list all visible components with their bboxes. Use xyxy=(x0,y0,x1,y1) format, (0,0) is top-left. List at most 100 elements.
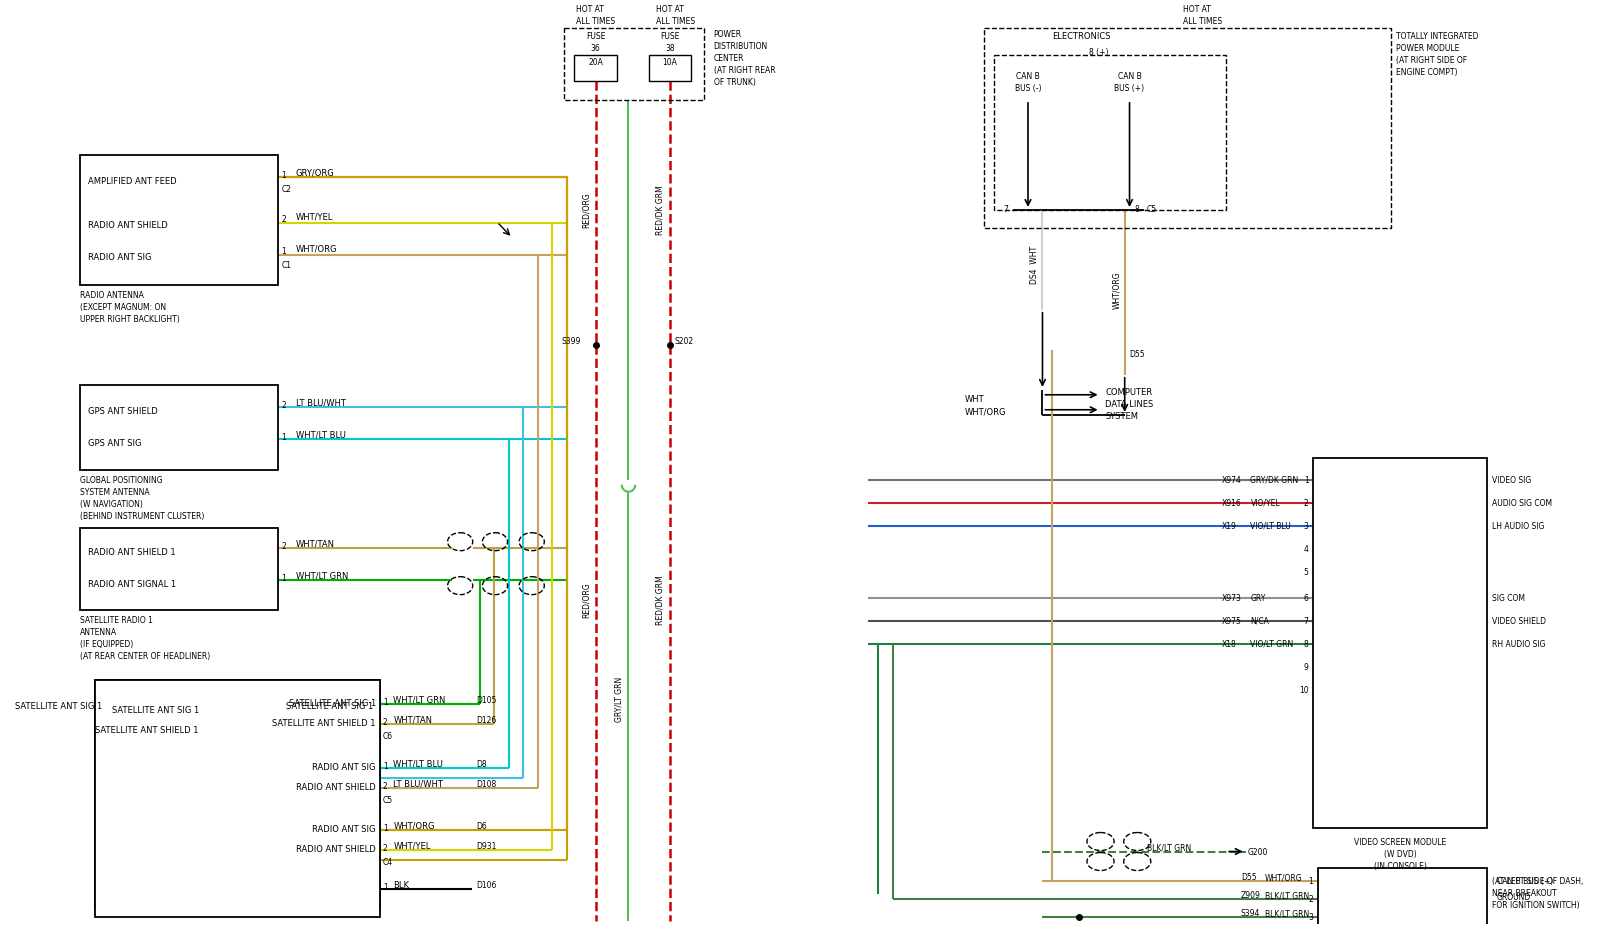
Text: POWER MODULE: POWER MODULE xyxy=(1395,44,1459,53)
Text: RED/ORG: RED/ORG xyxy=(581,582,590,618)
Text: 2: 2 xyxy=(1309,895,1314,905)
Text: ENGINE COMPT): ENGINE COMPT) xyxy=(1395,68,1458,77)
Text: SATELLITE ANT SIG 1: SATELLITE ANT SIG 1 xyxy=(14,701,102,710)
Text: WHT/ORG: WHT/ORG xyxy=(965,408,1006,417)
Text: D8: D8 xyxy=(477,759,488,769)
Text: BUS (-): BUS (-) xyxy=(1014,84,1042,92)
Text: D55: D55 xyxy=(1130,350,1146,359)
Text: SYSTEM ANTENNA: SYSTEM ANTENNA xyxy=(80,487,150,497)
Text: 8 (+): 8 (+) xyxy=(1090,48,1109,57)
Text: FUSE: FUSE xyxy=(586,32,605,41)
Text: 8: 8 xyxy=(1304,639,1309,648)
Text: S202: S202 xyxy=(675,337,694,346)
Text: D931: D931 xyxy=(477,842,498,850)
Text: VIDEO SCREEN MODULE: VIDEO SCREEN MODULE xyxy=(1354,837,1446,846)
Text: D106: D106 xyxy=(477,882,498,891)
Bar xyxy=(648,55,691,81)
Text: GRY: GRY xyxy=(1251,594,1266,603)
Text: AMPLIFIED ANT FEED: AMPLIFIED ANT FEED xyxy=(88,177,176,186)
Text: 2: 2 xyxy=(1304,499,1309,508)
Text: SATELLITE ANT SIG 1: SATELLITE ANT SIG 1 xyxy=(288,699,376,709)
Text: SATELLITE ANT SIG 1: SATELLITE ANT SIG 1 xyxy=(286,701,373,710)
Bar xyxy=(984,28,1390,228)
Text: ALL TIMES: ALL TIMES xyxy=(576,17,616,26)
Text: C5: C5 xyxy=(382,796,394,805)
Text: 4: 4 xyxy=(1304,545,1309,554)
Text: CAN B: CAN B xyxy=(1016,72,1040,81)
Text: X19: X19 xyxy=(1221,522,1237,531)
Text: RED/DK GRM: RED/DK GRM xyxy=(656,574,666,624)
Text: WHT/LT GRN: WHT/LT GRN xyxy=(394,696,446,705)
Text: DISTRIBUTION: DISTRIBUTION xyxy=(714,42,768,51)
Text: 3: 3 xyxy=(1304,522,1309,531)
Bar xyxy=(80,527,278,610)
Text: S399: S399 xyxy=(562,337,581,346)
Text: D108: D108 xyxy=(477,780,498,788)
Text: RADIO ANT SHIELD 1: RADIO ANT SHIELD 1 xyxy=(88,548,176,557)
Text: D6: D6 xyxy=(477,821,488,831)
Text: RED/DK GRM: RED/DK GRM xyxy=(656,185,666,235)
Text: HOT AT: HOT AT xyxy=(576,5,605,14)
Text: WHT/TAN: WHT/TAN xyxy=(296,539,334,549)
Text: BLK/LT GRN: BLK/LT GRN xyxy=(1147,844,1190,853)
Text: GPS ANT SHIELD: GPS ANT SHIELD xyxy=(88,407,157,415)
Bar xyxy=(80,385,278,470)
Text: WHT: WHT xyxy=(965,395,984,404)
Text: SIG COM: SIG COM xyxy=(1493,594,1525,603)
Text: LH AUDIO SIG: LH AUDIO SIG xyxy=(1493,522,1544,531)
Text: GRY/DK GRN: GRY/DK GRN xyxy=(1251,475,1299,485)
Text: 1: 1 xyxy=(382,761,387,771)
Text: WHT/TAN: WHT/TAN xyxy=(394,716,432,724)
Text: DS4  WHT: DS4 WHT xyxy=(1030,246,1040,284)
Text: WHT/LT GRN: WHT/LT GRN xyxy=(296,572,349,581)
Text: 8: 8 xyxy=(1134,204,1139,214)
Text: CENTER: CENTER xyxy=(714,54,744,63)
Text: SATELLITE ANT SIG 1: SATELLITE ANT SIG 1 xyxy=(112,706,198,715)
Text: WHT/ORG: WHT/ORG xyxy=(296,245,338,253)
Text: 1: 1 xyxy=(1304,475,1309,485)
Text: POWER: POWER xyxy=(714,30,742,39)
Text: C6: C6 xyxy=(382,732,394,741)
Text: 2: 2 xyxy=(282,401,286,410)
Text: X974: X974 xyxy=(1221,475,1242,485)
Text: VIDEO SIG: VIDEO SIG xyxy=(1493,475,1531,485)
Text: 2: 2 xyxy=(282,215,286,224)
Text: BLK/LT GRN: BLK/LT GRN xyxy=(1266,909,1309,919)
Text: AUDIO SIG COM: AUDIO SIG COM xyxy=(1493,499,1552,508)
Bar xyxy=(994,55,1226,210)
Text: RADIO ANT SHIELD: RADIO ANT SHIELD xyxy=(296,783,376,792)
Bar xyxy=(80,154,278,285)
Text: SYSTEM: SYSTEM xyxy=(1106,412,1138,421)
Text: Z909: Z909 xyxy=(1240,892,1261,901)
Text: RH AUDIO SIG: RH AUDIO SIG xyxy=(1493,639,1546,648)
Text: 2: 2 xyxy=(382,718,387,727)
Text: LT BLU/WHT: LT BLU/WHT xyxy=(394,780,443,788)
Text: (IN CONSOLE): (IN CONSOLE) xyxy=(1374,861,1427,870)
Text: RADIO ANT SHIELD: RADIO ANT SHIELD xyxy=(296,845,376,854)
Text: D55: D55 xyxy=(1240,873,1256,882)
Text: 6: 6 xyxy=(1304,594,1309,603)
Text: GRY/ORG: GRY/ORG xyxy=(296,169,334,178)
Bar xyxy=(574,55,618,81)
Text: D105: D105 xyxy=(477,696,498,705)
Text: 10A: 10A xyxy=(662,58,677,67)
Text: FUSE: FUSE xyxy=(661,32,680,41)
Text: D126: D126 xyxy=(477,716,498,724)
Text: (IF EQUIPPED): (IF EQUIPPED) xyxy=(80,639,133,648)
Text: WHT/LT BLU: WHT/LT BLU xyxy=(394,759,443,769)
Text: SATELLITE RADIO 1: SATELLITE RADIO 1 xyxy=(80,616,154,624)
Text: 1: 1 xyxy=(282,247,286,256)
Text: WHT/LT BLU: WHT/LT BLU xyxy=(296,431,346,439)
Text: 1: 1 xyxy=(382,823,387,832)
Text: LT BLU/WHT: LT BLU/WHT xyxy=(296,399,346,408)
Text: 7: 7 xyxy=(1304,617,1309,625)
Text: 3: 3 xyxy=(1309,914,1314,922)
Text: RADIO ANT SIG: RADIO ANT SIG xyxy=(312,825,376,834)
Text: TOTALLY INTEGRATED: TOTALLY INTEGRATED xyxy=(1395,32,1478,41)
Text: VIO/YEL: VIO/YEL xyxy=(1251,499,1280,508)
Text: (AT LEFT SIDE OF DASH,: (AT LEFT SIDE OF DASH, xyxy=(1493,878,1584,886)
Text: (AT RIGHT SIDE OF: (AT RIGHT SIDE OF xyxy=(1395,56,1467,65)
Text: BUS (+): BUS (+) xyxy=(1115,84,1144,92)
Text: OF TRUNK): OF TRUNK) xyxy=(714,78,755,87)
Text: RED/ORG: RED/ORG xyxy=(581,192,590,228)
